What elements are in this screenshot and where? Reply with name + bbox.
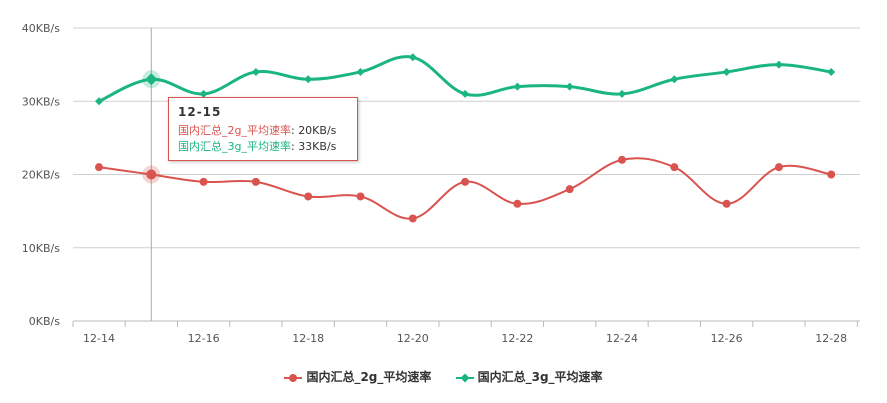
tooltip-label-3g: 国内汇总_3g_平均速率: [178, 140, 291, 153]
data-point[interactable]: [722, 199, 731, 208]
tooltip-row-3g: 国内汇总_3g_平均速率: 33KB/s: [178, 140, 337, 153]
legend-swatch-2g: [284, 373, 303, 383]
data-point[interactable]: [95, 163, 103, 172]
tooltip-value-2g: 20KB/s: [298, 124, 337, 137]
tooltip-label-2g: 国内汇总_2g_平均速率: [178, 124, 291, 137]
line-chart: 0KB/s 10KB/s 20KB/s 30KB/s 40KB/s 12-14 12-16 1…: [22, 22, 860, 345]
data-point[interactable]: [565, 185, 574, 194]
data-point[interactable]: [722, 67, 731, 76]
tooltip-title: 12-15: [178, 105, 222, 119]
data-point[interactable]: [774, 163, 783, 172]
data-point[interactable]: [304, 75, 313, 84]
y-tick-label: 20KB/s: [22, 169, 60, 182]
y-tick-label: 30KB/s: [22, 95, 60, 108]
data-point[interactable]: [356, 192, 365, 201]
data-point[interactable]: [199, 177, 208, 186]
y-tick-label: 40KB/s: [22, 22, 60, 35]
data-point[interactable]: [461, 89, 470, 98]
legend-item-3g[interactable]: 国内汇总_3g_平均速率: [455, 368, 603, 385]
data-point[interactable]: [827, 170, 836, 179]
data-point[interactable]: [827, 67, 836, 76]
x-tick-label: 12-28: [815, 332, 847, 345]
tooltip-value-3g: 33KB/s: [298, 140, 337, 153]
data-point[interactable]: [251, 67, 260, 76]
tooltip: 12-15 国内汇总_2g_平均速率: 20KB/s 国内汇总_3g_平均速率:…: [168, 97, 358, 161]
legend-swatch-3g: [455, 372, 474, 383]
data-point[interactable]: [199, 89, 208, 98]
data-point[interactable]: [461, 177, 470, 186]
data-point[interactable]: [513, 199, 522, 208]
axes: [72, 320, 860, 327]
data-point[interactable]: [565, 82, 574, 91]
data-point[interactable]: [95, 97, 103, 106]
data-point[interactable]: [618, 89, 626, 98]
y-tick-label: 10KB/s: [22, 242, 60, 255]
data-point[interactable]: [618, 155, 626, 164]
legend-item-2g[interactable]: 国内汇总_2g_平均速率: [284, 368, 431, 385]
legend-label-2g: 国内汇总_2g_平均速率: [306, 370, 432, 384]
x-tick-label: 12-22: [501, 332, 533, 345]
data-point[interactable]: [670, 75, 679, 84]
x-tick-label: 12-20: [397, 332, 429, 345]
data-point[interactable]: [774, 60, 783, 69]
data-point[interactable]: [408, 53, 417, 62]
series-line: [98, 157, 832, 220]
data-point[interactable]: [513, 82, 522, 91]
data-point[interactable]: [304, 192, 313, 201]
x-tick-label: 12-14: [83, 332, 115, 345]
series-0: [95, 155, 836, 223]
x-tick-label: 12-16: [188, 332, 220, 345]
data-point[interactable]: [251, 177, 260, 186]
legend: 国内汇总_2g_平均速率 国内汇总_3g_平均速率: [0, 368, 887, 385]
x-tick-label: 12-18: [292, 332, 324, 345]
tick-labels: 0KB/s 10KB/s 20KB/s 30KB/s 40KB/s 12-14 12-16 1…: [22, 22, 847, 345]
data-point[interactable]: [670, 163, 679, 172]
data-point[interactable]: [146, 169, 157, 180]
series-1: [95, 53, 836, 106]
data-point[interactable]: [356, 67, 365, 76]
x-tick-label: 12-26: [711, 332, 743, 345]
data-point[interactable]: [408, 214, 417, 223]
series-layer: [95, 53, 836, 223]
data-point[interactable]: [145, 73, 158, 86]
y-tick-label: 0KB/s: [29, 315, 60, 328]
x-tick-label: 12-24: [606, 332, 638, 345]
tooltip-row-2g: 国内汇总_2g_平均速率: 20KB/s: [178, 124, 337, 137]
legend-label-3g: 国内汇总_3g_平均速率: [477, 370, 603, 384]
